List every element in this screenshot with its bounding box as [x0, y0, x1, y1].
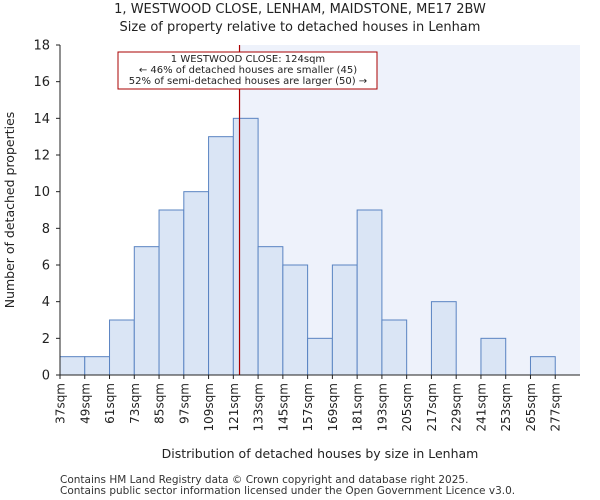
- annotation-line-3: 52% of semi-detached houses are larger (…: [129, 76, 367, 87]
- y-tick-label: 12: [33, 149, 50, 164]
- bar-109sqm: [208, 136, 234, 376]
- y-tick-label: 18: [33, 39, 50, 54]
- x-tick-label: 145sqm: [276, 383, 290, 431]
- x-tick-label: 277sqm: [549, 383, 563, 431]
- annotation-frame: [117, 51, 378, 90]
- x-tick-label: 49sqm: [78, 383, 92, 424]
- x-tick-label: 229sqm: [450, 383, 464, 431]
- bar-217sqm: [430, 301, 457, 376]
- bar-265sqm: [529, 356, 556, 376]
- chart-title: 1, WESTWOOD CLOSE, LENHAM, MAIDSTONE, ME…: [114, 2, 486, 17]
- y-tick-label: 8: [42, 222, 50, 237]
- y-axis-label: Number of detached properties: [2, 112, 17, 309]
- annotation-line-2: ← 46% of detached houses are smaller (45…: [139, 65, 357, 76]
- y-tick-label: 4: [42, 295, 50, 310]
- bar-169sqm: [331, 264, 358, 376]
- bar-61sqm: [109, 319, 135, 376]
- bar-133sqm: [257, 246, 284, 376]
- bar-73sqm: [133, 246, 160, 376]
- x-tick-label: 205sqm: [400, 383, 414, 431]
- x-tick-label: 133sqm: [252, 383, 266, 431]
- bar-193sqm: [381, 319, 408, 376]
- y-tick-label: 10: [33, 185, 50, 200]
- y-tick-label: 2: [42, 332, 50, 347]
- bar-181sqm: [356, 209, 383, 376]
- y-tick-label: 0: [42, 369, 50, 384]
- bar-157sqm: [307, 337, 333, 376]
- x-tick-label: 73sqm: [128, 383, 142, 424]
- x-tick-label: 109sqm: [202, 383, 216, 431]
- chart-subtitle: Size of property relative to detached ho…: [119, 20, 481, 35]
- x-tick-label: 85sqm: [153, 383, 167, 424]
- x-tick-label: 37sqm: [54, 383, 68, 424]
- x-tick-label: 121sqm: [227, 383, 241, 431]
- y-tick-label: 6: [42, 259, 50, 274]
- bar-85sqm: [158, 209, 185, 376]
- bar-145sqm: [282, 264, 309, 376]
- bar-49sqm: [84, 356, 111, 376]
- bar-121sqm: [232, 117, 259, 376]
- bar-241sqm: [480, 337, 507, 376]
- annotation-box: 1 WESTWOOD CLOSE: 124sqm ← 46% of detach…: [117, 51, 378, 90]
- footer-line-1: Contains HM Land Registry data © Crown c…: [60, 474, 469, 486]
- x-tick-label: 97sqm: [177, 383, 191, 424]
- x-tick-label: 253sqm: [499, 383, 513, 431]
- y-tick-label: 14: [33, 112, 50, 127]
- x-tick-label: 157sqm: [301, 383, 315, 431]
- x-tick-label: 217sqm: [425, 383, 439, 431]
- x-tick-label: 193sqm: [375, 383, 389, 431]
- x-tick-label: 181sqm: [351, 383, 365, 431]
- bar-97sqm: [183, 191, 210, 376]
- y-tick-label: 16: [33, 75, 50, 90]
- x-tick-label: 61sqm: [103, 383, 117, 424]
- x-tick-label: 169sqm: [326, 383, 340, 431]
- annotation-line-1: 1 WESTWOOD CLOSE: 124sqm: [171, 54, 325, 65]
- footer-line-2: Contains public sector information licen…: [60, 485, 516, 497]
- bar-37sqm: [59, 356, 86, 376]
- x-tick-label: 241sqm: [474, 383, 488, 431]
- x-axis-label: Distribution of detached houses by size …: [162, 446, 479, 461]
- x-tick-label: 265sqm: [524, 383, 538, 431]
